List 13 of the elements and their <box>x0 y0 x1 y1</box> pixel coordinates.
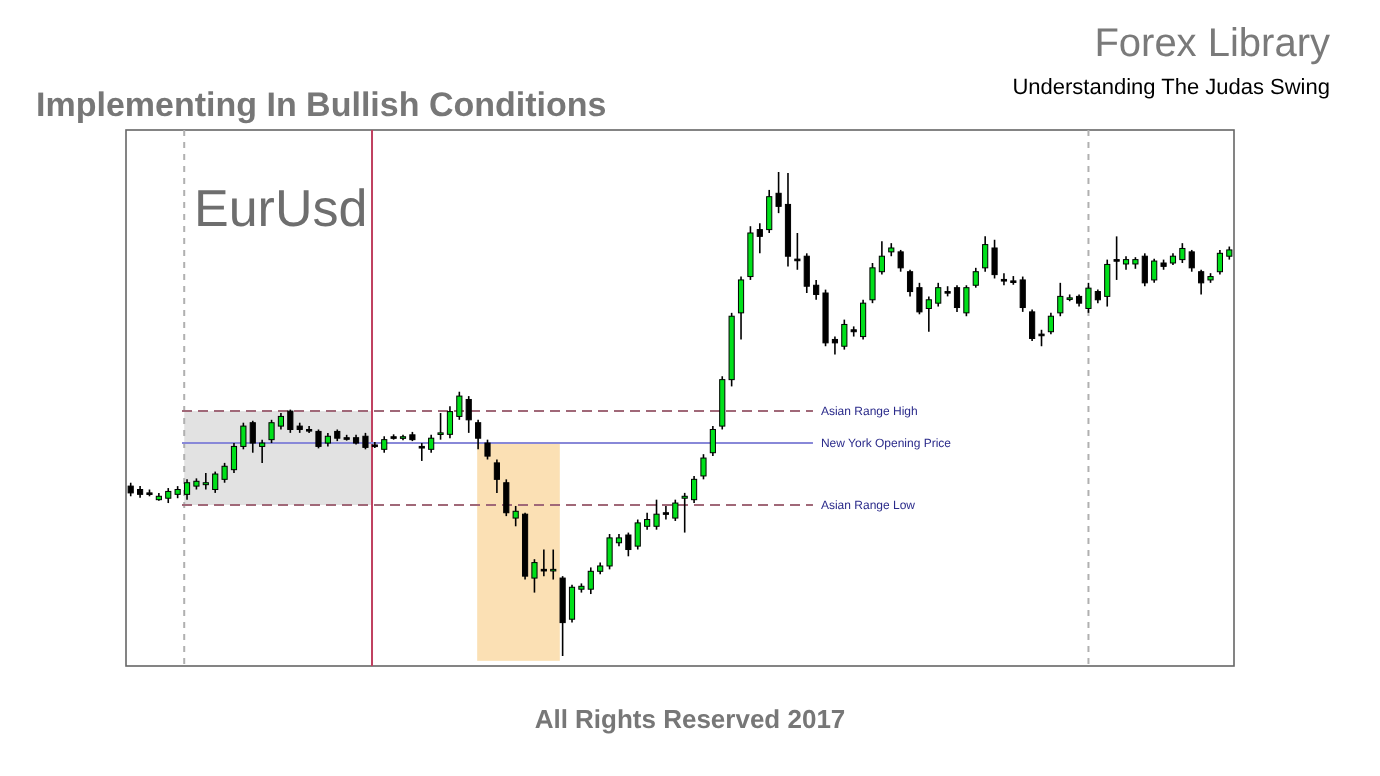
chart-subtitle: Understanding The Judas Swing <box>1012 76 1330 100</box>
candlestick <box>737 275 745 341</box>
candlestick <box>475 419 482 451</box>
candlestick <box>484 438 491 461</box>
candlestick <box>972 267 979 289</box>
candlestick <box>700 453 707 481</box>
candlestick <box>709 425 716 457</box>
candlestick <box>493 458 500 494</box>
text: All Rights Reserved 2017 <box>534 704 846 734</box>
chart-title: Implementing In Bullish Conditions <box>36 86 607 124</box>
text: Forex Library <box>1094 22 1330 66</box>
candlestick <box>1047 312 1054 335</box>
annotation: EurUsd <box>194 178 368 238</box>
